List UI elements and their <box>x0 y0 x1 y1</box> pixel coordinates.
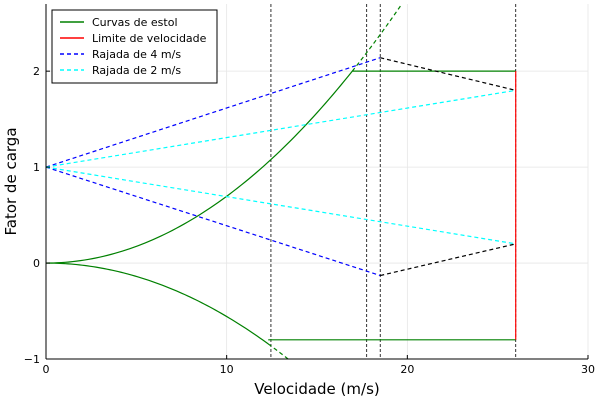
x-axis-label: Velocidade (m/s) <box>254 380 380 398</box>
x-tick-label: 30 <box>581 363 595 376</box>
series-4-line <box>46 89 516 168</box>
series-1-line <box>351 4 403 72</box>
x-tick-label: 20 <box>400 363 414 376</box>
legend-label: Curvas de estol <box>92 16 178 29</box>
series-4-line <box>46 166 516 245</box>
envelope-line <box>380 57 516 91</box>
x-tick-label: 10 <box>220 363 234 376</box>
legend: Curvas de estol Limite de velocidade Rajad… <box>51 9 218 84</box>
y-axis-label: Fator de carga <box>2 127 20 235</box>
envelope-line <box>380 243 516 277</box>
series-3-line <box>46 57 381 168</box>
y-tick-label: 1 <box>33 161 40 174</box>
legend-label: Rajada de 2 m/s <box>92 64 181 77</box>
series-1-line <box>46 70 353 264</box>
x-tick-label: 0 <box>43 363 50 376</box>
axes <box>45 4 588 360</box>
y-tick-label: 0 <box>33 257 40 270</box>
series-1-line <box>46 262 269 345</box>
y-tick-label: 2 <box>33 65 40 78</box>
legend-label: Limite de velocidade <box>92 32 207 45</box>
series-3-line <box>46 166 381 277</box>
vertical-reference-lines <box>270 4 517 359</box>
legend-label: Rajada de 4 m/s <box>92 48 181 61</box>
y-tick-label: −1 <box>24 353 40 366</box>
